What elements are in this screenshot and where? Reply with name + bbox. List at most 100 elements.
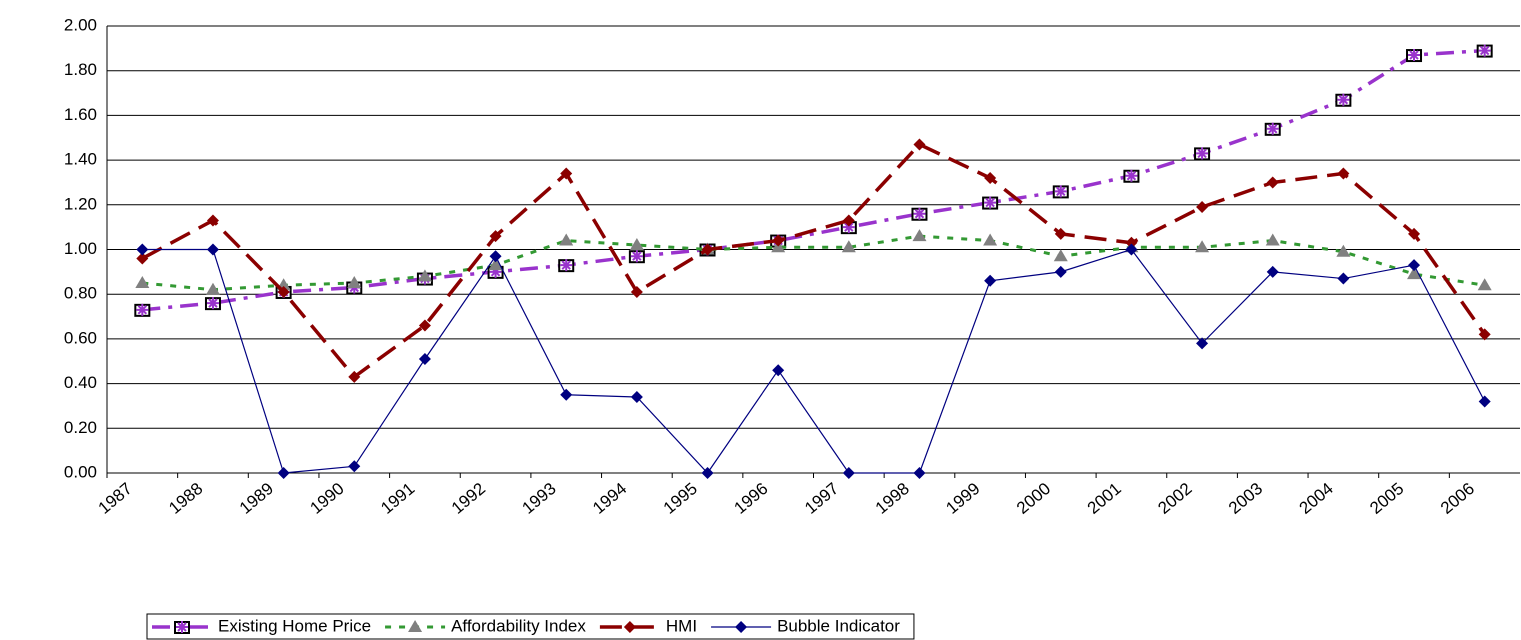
x-tick-label: 1989 <box>236 479 277 518</box>
marker-shape <box>630 250 643 263</box>
marker-shape <box>418 353 431 366</box>
marker <box>984 274 997 287</box>
marker-shape <box>772 364 785 377</box>
marker <box>735 621 748 633</box>
x-tick-label: 1990 <box>307 479 348 518</box>
marker-shape <box>206 243 219 256</box>
x-tick-label: 1988 <box>165 479 206 518</box>
marker <box>1336 244 1351 257</box>
marker <box>277 467 290 479</box>
marker-shape <box>1125 243 1138 256</box>
marker <box>277 285 290 298</box>
marker <box>842 467 855 479</box>
marker <box>347 276 362 289</box>
marker <box>842 214 855 227</box>
marker-shape <box>417 269 432 282</box>
legend: Existing Home Price Affordability Index HM… <box>146 613 915 640</box>
marker-shape <box>277 467 290 479</box>
marker-shape <box>1408 227 1421 240</box>
marker-shape <box>913 207 926 220</box>
marker-shape <box>735 621 748 633</box>
marker <box>913 467 926 479</box>
marker <box>911 207 928 221</box>
marker-shape <box>560 167 573 180</box>
marker <box>841 240 856 253</box>
marker-shape <box>1478 328 1491 341</box>
marker-shape <box>489 250 502 263</box>
marker-shape <box>842 214 855 227</box>
marker-shape <box>842 467 855 479</box>
marker-shape <box>913 138 926 151</box>
marker <box>1337 272 1350 285</box>
marker <box>623 621 636 633</box>
marker <box>488 258 503 271</box>
y-tick-label: 1.20 <box>64 194 97 213</box>
marker-shape <box>1408 49 1421 62</box>
marker-shape <box>1478 395 1491 408</box>
marker <box>206 214 219 227</box>
marker-shape <box>1337 93 1350 106</box>
marker-shape <box>560 388 573 401</box>
marker <box>1265 233 1280 246</box>
marker <box>134 303 151 317</box>
x-tick-label: 1987 <box>95 479 136 518</box>
marker <box>204 297 221 311</box>
marker-shape <box>1408 259 1421 272</box>
x-tick-label: 2005 <box>1366 479 1407 518</box>
marker <box>1196 201 1209 214</box>
x-tick-label: 1998 <box>872 479 913 518</box>
marker-shape <box>629 238 644 251</box>
marker <box>1407 267 1422 280</box>
marker <box>1408 259 1421 272</box>
marker <box>558 259 575 273</box>
marker <box>135 276 150 289</box>
x-tick-label: 1997 <box>801 479 842 518</box>
marker <box>629 238 644 251</box>
marker-shape <box>841 240 856 253</box>
marker <box>560 167 573 180</box>
marker-shape <box>630 285 643 298</box>
x-tick-label: 1995 <box>660 479 701 518</box>
y-tick-label: 0.80 <box>64 284 97 303</box>
marker-shape <box>1125 236 1138 249</box>
marker-shape <box>1336 244 1351 257</box>
marker <box>630 285 643 298</box>
marker <box>1478 328 1491 341</box>
marker-shape <box>701 243 714 256</box>
marker <box>1264 122 1281 136</box>
marker-shape <box>1125 169 1138 182</box>
marker-shape <box>1196 201 1209 214</box>
marker <box>1476 44 1493 58</box>
marker-shape <box>623 621 636 633</box>
marker-shape <box>277 285 290 298</box>
marker <box>560 388 573 401</box>
marker-shape <box>772 234 785 247</box>
marker <box>418 319 431 332</box>
marker <box>348 370 361 383</box>
marker <box>205 282 220 295</box>
x-tick-label: 2000 <box>1013 479 1054 518</box>
marker-shape <box>560 259 573 272</box>
marker <box>1054 227 1067 240</box>
marker <box>983 233 998 246</box>
series-line <box>142 48 1485 312</box>
marker <box>489 250 502 263</box>
x-tick-label: 1996 <box>730 479 771 518</box>
x-tick-label: 1993 <box>518 479 559 518</box>
marker-shape <box>1195 240 1210 253</box>
marker-shape <box>205 282 220 295</box>
y-tick-label: 2.00 <box>64 15 97 34</box>
marker-shape <box>842 221 855 234</box>
marker-shape <box>983 233 998 246</box>
marker-shape <box>559 233 574 246</box>
y-tick-label: 1.40 <box>64 150 97 169</box>
marker-shape <box>136 303 149 316</box>
marker-shape <box>348 370 361 383</box>
marker <box>174 621 190 634</box>
marker-shape <box>1054 227 1067 240</box>
marker <box>1477 278 1492 291</box>
marker <box>630 391 643 404</box>
marker <box>1266 176 1279 189</box>
marker-shape <box>913 467 926 479</box>
marker-shape <box>348 460 361 473</box>
